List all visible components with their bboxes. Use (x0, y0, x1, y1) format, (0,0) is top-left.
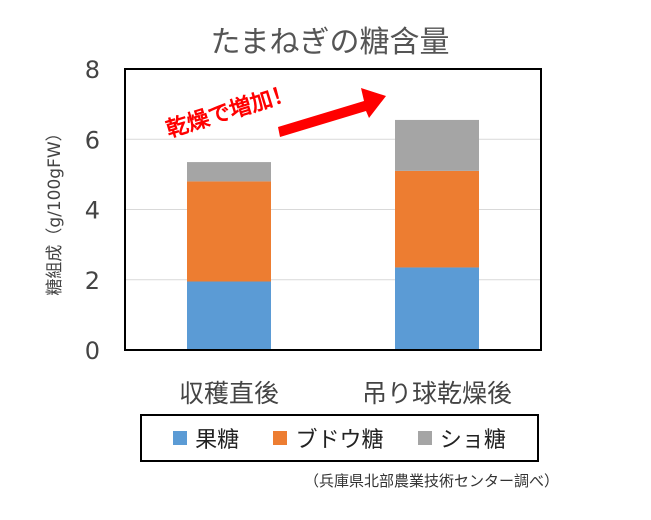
bar-segment (187, 162, 271, 182)
bar-segment (187, 181, 271, 282)
legend-label: ショ糖 (439, 428, 506, 453)
y-tick-label: 2 (85, 267, 100, 295)
legend: 果糖 ブドウ糖 ショ糖 (140, 414, 539, 462)
legend-label: ブドウ糖 (295, 428, 384, 453)
annotation-text: 乾燥で増加！ (163, 80, 297, 143)
y-axis-label: 糖組成（g/100gFW） (45, 124, 65, 295)
y-tick-label: 6 (85, 126, 100, 154)
legend-item: ブドウ糖 (273, 422, 384, 454)
x-tick-label: 吊り球乾燥後 (362, 379, 512, 408)
y-tick-label: 8 (85, 56, 100, 84)
legend-label: 果糖 (195, 428, 240, 453)
legend-item: ショ糖 (417, 422, 506, 454)
chart-title: たまねぎの糖含量 (210, 25, 449, 60)
x-tick-labels: 収穫直後 吊り球乾燥後 (179, 379, 512, 408)
plot-area-frame (124, 68, 542, 351)
bar-segment (187, 281, 271, 350)
annotation-arrow: 乾燥で増加！ (163, 80, 386, 143)
legend-swatch (173, 431, 188, 445)
legend-item: 果糖 (173, 422, 239, 454)
bar-segment (395, 267, 479, 350)
bar-segment (395, 170, 479, 268)
x-tick-label: 収穫直後 (179, 379, 279, 408)
bar-segment (395, 119, 479, 171)
legend-swatch (417, 431, 432, 445)
y-tick-label: 0 (85, 337, 100, 365)
legend-swatch (273, 431, 288, 445)
arrow-shape (278, 88, 386, 137)
y-tick-labels: 0 2 4 6 8 (85, 56, 100, 365)
source-note: （兵庫県北部農業技術センター調べ） (303, 472, 559, 490)
bar-group (187, 119, 479, 350)
y-tick-label: 4 (85, 197, 100, 225)
